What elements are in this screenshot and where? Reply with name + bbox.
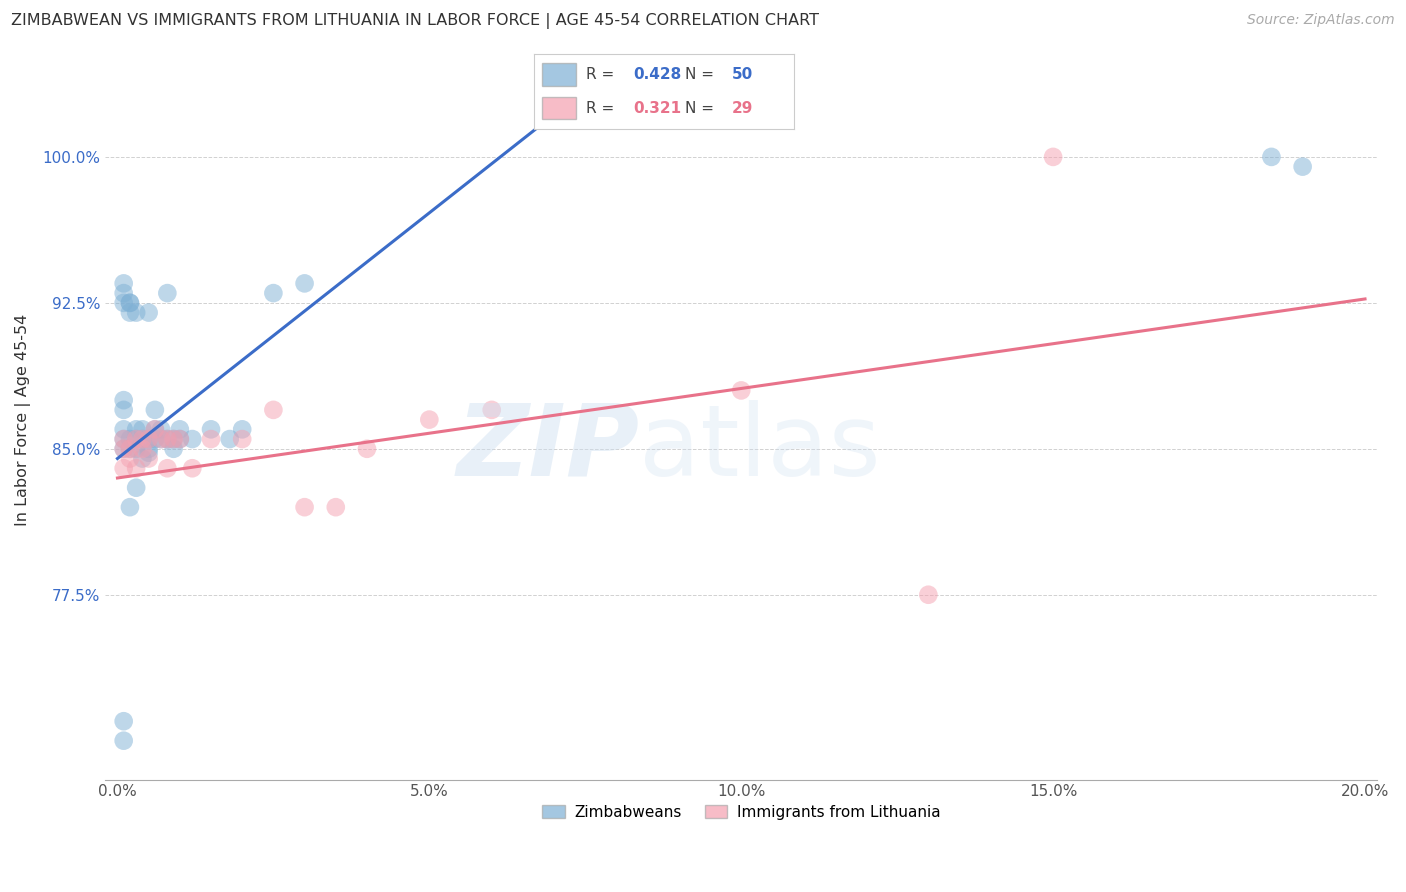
Point [131,432,153,446]
Point [138,432,160,446]
Point [112,296,135,310]
Point [138,442,160,456]
Point [112,277,135,291]
Text: ZIP: ZIP [457,400,640,497]
Point [156,286,179,301]
Point [131,451,153,466]
Point [125,422,148,436]
Point [131,442,153,456]
Point [112,286,135,301]
Point [118,500,141,515]
Point [138,432,160,446]
Text: Source: ZipAtlas.com: Source: ZipAtlas.com [1247,13,1395,28]
Point [138,445,160,459]
Point [118,451,141,466]
Point [162,432,184,446]
Point [262,402,284,417]
Point [162,432,184,446]
FancyBboxPatch shape [543,96,576,120]
Point [125,432,148,446]
Point [125,305,148,319]
Text: R =: R = [586,101,620,116]
Point [125,481,148,495]
Point [418,412,440,426]
Point [169,432,191,446]
Point [112,442,135,456]
Point [138,305,160,319]
Point [162,442,184,456]
Point [112,402,135,417]
Point [169,432,191,446]
Point [118,432,141,446]
Point [118,442,141,456]
Point [112,733,135,747]
Text: N =: N = [685,67,718,82]
Point [181,461,204,475]
Point [262,286,284,301]
Point [156,432,179,446]
Point [112,422,135,436]
Point [356,442,378,456]
Point [1260,150,1282,164]
Point [118,296,141,310]
Point [131,432,153,446]
Text: ZIMBABWEAN VS IMMIGRANTS FROM LITHUANIA IN LABOR FORCE | AGE 45-54 CORRELATION C: ZIMBABWEAN VS IMMIGRANTS FROM LITHUANIA … [11,13,820,29]
Point [200,422,222,436]
Point [143,422,166,436]
Point [112,432,135,446]
Point [917,588,939,602]
Point [112,461,135,475]
Point [112,432,135,446]
Point [231,422,253,436]
Point [125,442,148,456]
Text: 29: 29 [733,101,754,116]
Point [150,422,173,436]
Point [112,850,135,864]
Y-axis label: In Labor Force | Age 45-54: In Labor Force | Age 45-54 [15,313,31,525]
Point [112,714,135,729]
Point [138,451,160,466]
Text: 0.321: 0.321 [633,101,682,116]
Point [231,432,253,446]
Point [200,432,222,446]
Point [112,393,135,408]
Point [125,432,148,446]
Point [181,432,204,446]
Point [118,830,141,845]
Point [481,402,503,417]
Point [143,432,166,446]
Text: 0.428: 0.428 [633,67,682,82]
Point [294,277,316,291]
Point [118,442,141,456]
Point [112,442,135,456]
Point [143,422,166,436]
Legend: Zimbabweans, Immigrants from Lithuania: Zimbabweans, Immigrants from Lithuania [536,798,946,826]
Point [150,432,173,446]
Point [730,384,752,398]
Point [169,422,191,436]
Point [325,500,347,515]
Point [143,402,166,417]
Point [118,296,141,310]
Point [118,305,141,319]
Point [156,461,179,475]
Text: atlas: atlas [640,400,882,497]
Point [150,432,173,446]
Point [156,432,179,446]
Text: 50: 50 [733,67,754,82]
Point [131,422,153,436]
Text: N =: N = [685,101,718,116]
Text: R =: R = [586,67,620,82]
Point [294,500,316,515]
Point [218,432,240,446]
Point [1042,150,1064,164]
Point [125,461,148,475]
FancyBboxPatch shape [543,63,576,87]
Point [1291,160,1313,174]
